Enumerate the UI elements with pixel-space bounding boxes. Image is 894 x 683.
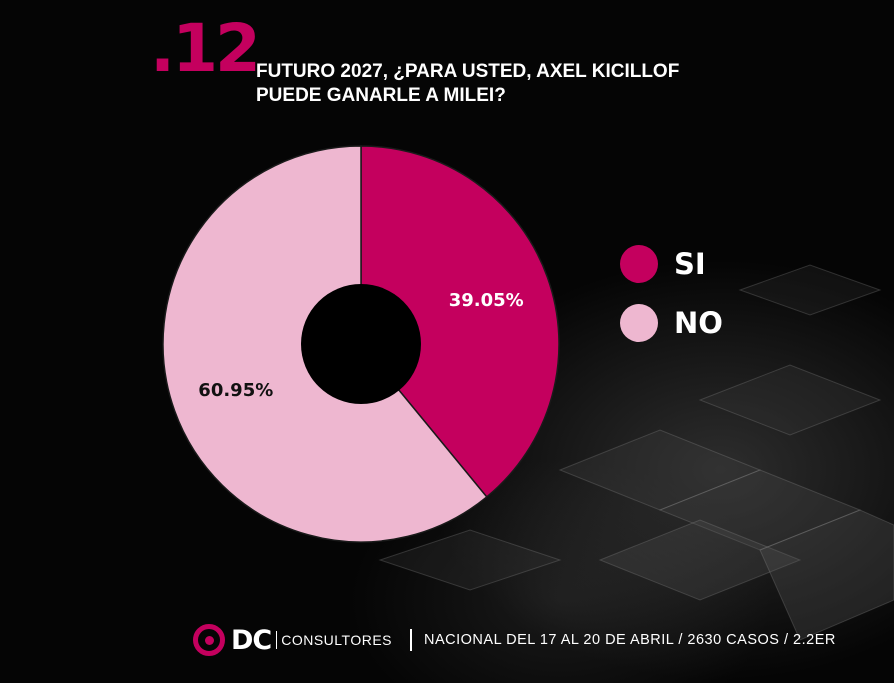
legend-label-si: SI: [674, 247, 706, 281]
logo-subtext: CONSULTORES: [281, 632, 393, 648]
footer: DC CONSULTORES NACIONAL DEL 17 AL 20 DE …: [193, 624, 836, 656]
data-label-no: 60.95%: [198, 380, 273, 401]
legend-label-no: NO: [674, 306, 723, 340]
logo-dot: [204, 635, 214, 645]
legend-item-no: NO: [620, 303, 723, 343]
survey-info: NACIONAL DEL 17 AL 20 DE ABRIL / 2630 CA…: [424, 632, 836, 648]
footer-divider: [410, 629, 413, 651]
question-number: .12: [150, 10, 261, 87]
data-label-si: 39.05%: [449, 290, 524, 311]
target-ring-icon: [193, 624, 225, 656]
chart-legend: SI NO: [620, 244, 723, 362]
legend-swatch-no: [620, 304, 658, 342]
legend-swatch-si: [620, 245, 658, 283]
logo-divider: [276, 631, 278, 649]
legend-item-si: SI: [620, 244, 723, 284]
pie-slice-si: [360, 145, 560, 499]
donut-hole: [301, 284, 421, 404]
question-title: FUTURO 2027, ¿PARA USTED, AXEL KICILLOF …: [256, 61, 680, 106]
logo-text: DC: [231, 624, 272, 656]
